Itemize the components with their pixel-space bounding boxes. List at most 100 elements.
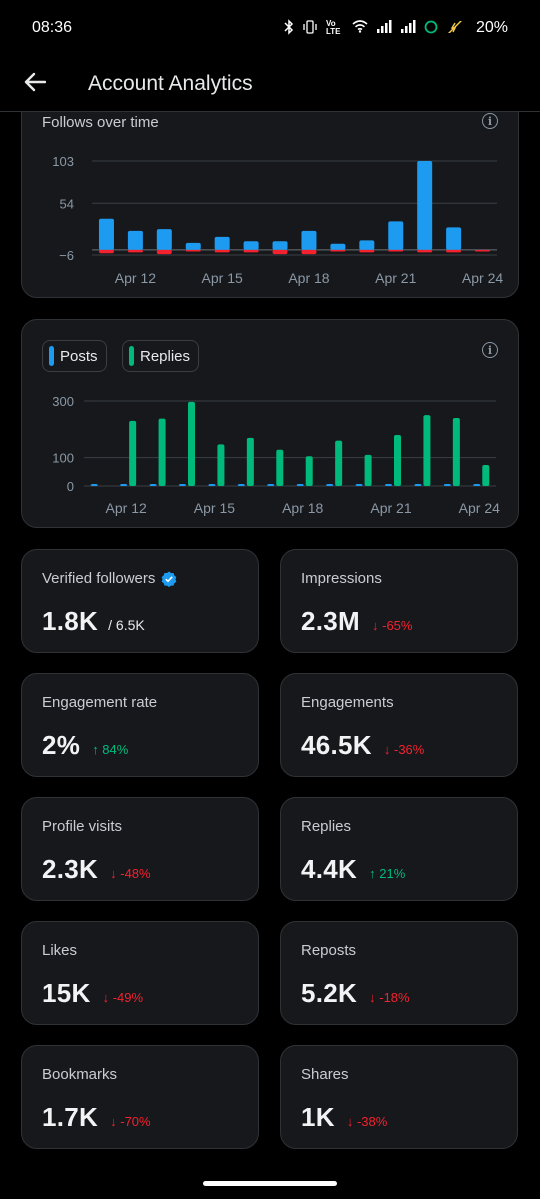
- stat-total: / 6.5K: [108, 617, 145, 633]
- battery-level: 20%: [475, 19, 508, 36]
- legend-swatch-replies: [129, 346, 134, 366]
- stat-label: Engagement rate: [42, 694, 157, 711]
- y-tick-label: 0: [67, 479, 74, 494]
- stat-label: Verified followers: [42, 570, 177, 587]
- posts-bar: [267, 484, 275, 486]
- follows-bar: [243, 249, 259, 253]
- follows-bar: [388, 221, 404, 250]
- stat-change: ↓ -18%: [369, 990, 410, 1005]
- status-bar: 08:36 Vo LTE 20%: [0, 0, 540, 56]
- x-tick-label: Apr 24: [459, 500, 500, 516]
- posts-replies-chart-card: Posts Replies i 300 100 0 Apr 12 Apr 15 Apr 1…: [21, 319, 519, 528]
- legend-label-replies: Replies: [140, 347, 191, 365]
- stat-change: ↓ -38%: [346, 1114, 388, 1129]
- chart-title: Follows over time: [42, 114, 159, 131]
- status-time: 08:36: [32, 19, 73, 36]
- back-button[interactable]: [0, 56, 70, 112]
- wifi-icon: [352, 20, 368, 36]
- arrow-left-icon: [24, 72, 47, 97]
- stat-card[interactable]: Shares 1K ↓ -38%: [280, 1045, 518, 1149]
- replies-bar: [423, 415, 431, 486]
- posts-bar: [237, 484, 245, 486]
- follows-bar: [156, 249, 172, 255]
- stat-card[interactable]: Profile visits 2.3K ↓ -48%: [21, 797, 259, 901]
- follows-bar: [127, 230, 143, 250]
- replies-bar: [364, 454, 372, 486]
- bluetooth-icon: [284, 18, 294, 38]
- follows-bar: [388, 249, 404, 252]
- stat-value-row: 1.8K / 6.5K: [42, 606, 145, 637]
- legend-posts[interactable]: Posts: [42, 340, 107, 372]
- posts-bar: [120, 484, 128, 486]
- stat-value-row: 1.7K ↓ -70%: [42, 1102, 151, 1133]
- replies-bar: [246, 437, 254, 486]
- follows-bar: [417, 161, 433, 250]
- stat-value: 46.5K: [301, 730, 372, 760]
- y-tick-label: −6: [59, 248, 74, 263]
- stat-value-row: 4.4K ↑ 21%: [301, 854, 405, 885]
- follows-bar: [330, 249, 346, 252]
- stat-change: ↓ -48%: [110, 866, 151, 881]
- replies-bar: [452, 418, 460, 486]
- stat-value-row: 15K ↓ -49%: [42, 978, 143, 1009]
- follows-bar: [156, 229, 172, 250]
- posts-bar: [326, 484, 334, 486]
- stat-change: ↓ -70%: [110, 1114, 151, 1129]
- posts-replies-chart: 300 100 0 Apr 12 Apr 15 Apr 18 Apr 21 Apr 24: [52, 394, 500, 516]
- stat-card[interactable]: Verified followers 1.8K / 6.5K: [21, 549, 259, 653]
- x-tick-label: Apr 15: [202, 270, 243, 286]
- follows-bar: [214, 236, 230, 250]
- stat-change: ↑ 21%: [369, 866, 406, 881]
- home-indicator[interactable]: [203, 1181, 337, 1186]
- posts-bar: [90, 484, 98, 486]
- follows-bar: [446, 249, 462, 253]
- follows-bar: [272, 241, 288, 250]
- follows-bar: [417, 249, 433, 253]
- stat-card[interactable]: Likes 15K ↓ -49%: [21, 921, 259, 1025]
- x-tick-label: Apr 21: [375, 270, 416, 286]
- follows-bar: [301, 230, 317, 250]
- replies-bar: [482, 465, 490, 486]
- stat-value: 15K: [42, 978, 91, 1008]
- legend-label-posts: Posts: [60, 347, 98, 365]
- follows-bar: [330, 243, 346, 250]
- stat-card[interactable]: Impressions 2.3M ↓ -65%: [280, 549, 518, 653]
- stat-change: ↓ -49%: [102, 990, 144, 1005]
- info-icon[interactable]: i: [482, 113, 498, 129]
- stat-value-row: 46.5K ↓ -36%: [301, 730, 424, 761]
- stat-value: 5.2K: [301, 978, 358, 1008]
- stat-card[interactable]: Engagement rate 2% ↑ 84%: [21, 673, 259, 777]
- stat-card[interactable]: Engagements 46.5K ↓ -36%: [280, 673, 518, 777]
- stat-change: ↓ -36%: [383, 742, 425, 757]
- x-tick-label: Apr 18: [288, 270, 329, 286]
- follows-bar: [185, 249, 201, 252]
- y-tick-label: 54: [60, 196, 74, 211]
- posts-bar: [473, 484, 481, 486]
- stat-label: Impressions: [301, 570, 382, 587]
- follows-bar: [359, 240, 375, 250]
- follows-bar: [243, 241, 259, 250]
- posts-bar: [414, 484, 422, 486]
- stat-value-row: 2.3M ↓ -65%: [301, 606, 412, 637]
- x-tick-label: Apr 12: [106, 500, 147, 516]
- stat-card[interactable]: Bookmarks 1.7K ↓ -70%: [21, 1045, 259, 1149]
- stat-label-text: Verified followers: [42, 570, 156, 587]
- vibrate-icon: [302, 19, 318, 37]
- signal-icon: [400, 20, 416, 36]
- posts-bar: [385, 484, 392, 486]
- x-tick-label: Apr 12: [115, 270, 156, 286]
- posts-bar: [208, 484, 216, 486]
- stat-card[interactable]: Replies 4.4K ↑ 21%: [280, 797, 518, 901]
- replies-bar: [305, 456, 313, 486]
- stat-change: ↓ -65%: [372, 618, 413, 633]
- follows-bar: [359, 249, 375, 253]
- y-tick-label: 100: [52, 451, 74, 466]
- replies-bar: [129, 420, 137, 486]
- legend-replies[interactable]: Replies: [122, 340, 200, 372]
- info-icon[interactable]: i: [482, 342, 498, 358]
- battery-charging-icon: [446, 20, 464, 37]
- status-icons: Vo LTE 20%: [284, 18, 508, 38]
- replies-bar: [188, 401, 195, 486]
- stat-card[interactable]: Reposts 5.2K ↓ -18%: [280, 921, 518, 1025]
- stat-value: 4.4K: [301, 854, 358, 884]
